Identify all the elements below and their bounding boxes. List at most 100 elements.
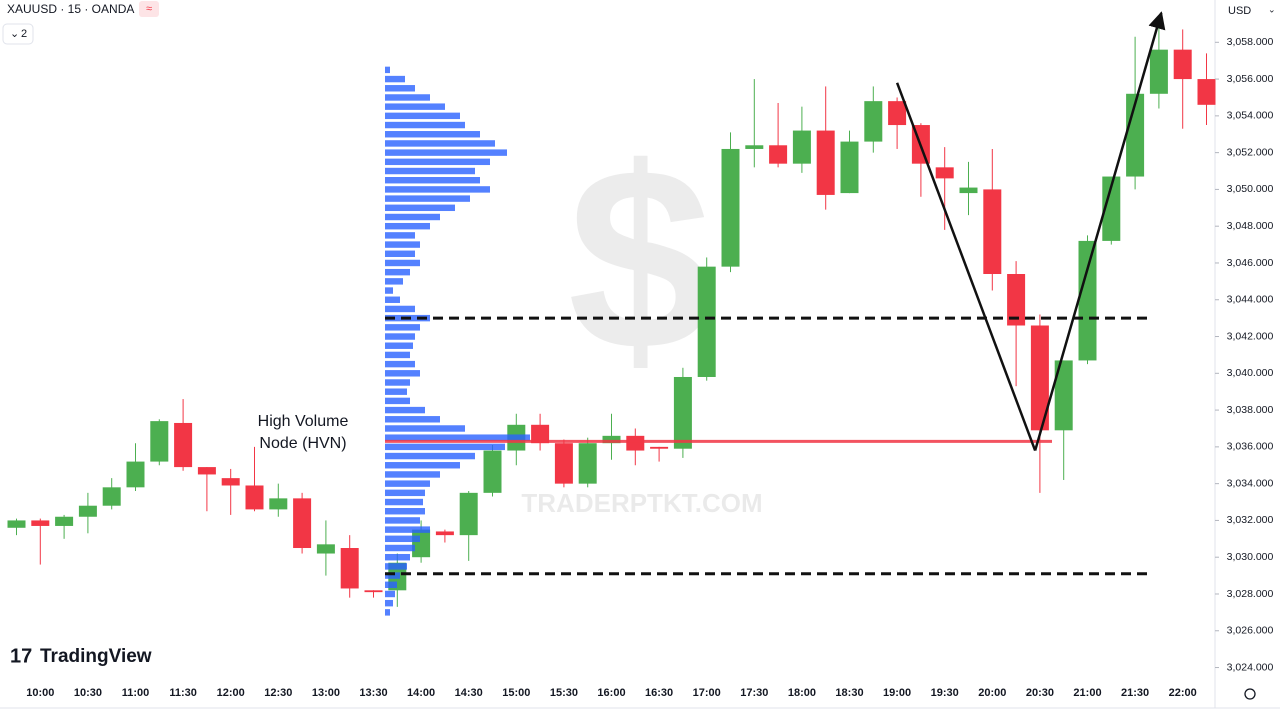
profile-bar <box>385 158 490 166</box>
profile-bar <box>385 149 507 156</box>
watermark-dollar: $ <box>568 115 713 405</box>
profile-bar <box>385 204 455 212</box>
candle-body <box>412 529 431 558</box>
candle-body <box>1102 176 1121 241</box>
profile-bar <box>385 342 413 349</box>
y-tick-label: 3,054.000 <box>1227 110 1274 122</box>
y-tick-label: 3,034.000 <box>1227 477 1274 489</box>
candle-body <box>1126 93 1145 177</box>
x-tick-label: 16:00 <box>597 687 625 699</box>
y-tick-label: 3,038.000 <box>1227 404 1274 416</box>
candle-body <box>197 467 216 475</box>
profile-bar <box>385 572 400 579</box>
x-tick-label: 19:30 <box>931 687 959 699</box>
y-tick-label: 3,036.000 <box>1227 441 1274 453</box>
settings-icon[interactable] <box>1244 688 1256 700</box>
candle-body <box>221 478 240 486</box>
profile-bar <box>385 498 423 506</box>
indicator-toggle[interactable] <box>2 23 34 45</box>
y-tick-label: 3,056.000 <box>1227 73 1274 85</box>
candle-body <box>78 505 97 517</box>
y-tick-label: 3,040.000 <box>1227 367 1274 379</box>
profile-bar <box>385 406 425 414</box>
profile-bar <box>385 553 410 561</box>
profile-bar <box>385 544 415 552</box>
profile-bar <box>385 186 490 193</box>
candle-body <box>55 516 74 526</box>
x-tick-label: 19:00 <box>883 687 911 699</box>
profile-bar <box>385 351 410 359</box>
candle-body <box>126 461 145 488</box>
profile-bar <box>385 305 415 313</box>
x-tick-label: 17:30 <box>740 687 768 699</box>
x-tick-label: 18:00 <box>788 687 816 699</box>
profile-bar <box>385 268 410 276</box>
profile-bar <box>385 195 470 202</box>
profile-bar <box>385 590 395 598</box>
candle-body <box>531 424 550 444</box>
profile-layer <box>385 66 530 616</box>
profile-bar <box>385 388 407 395</box>
currency-caret: ⌄ <box>1268 4 1276 14</box>
profile-bar <box>385 121 465 129</box>
profile-bar <box>385 131 480 138</box>
candle-body <box>174 422 193 468</box>
candle-body <box>602 435 621 444</box>
profile-bar <box>385 296 400 303</box>
candle-body <box>435 531 454 536</box>
x-tick-label: 15:00 <box>502 687 530 699</box>
candle-body <box>483 450 502 493</box>
trend-arrow <box>895 82 1037 451</box>
x-tick-label: 15:30 <box>550 687 578 699</box>
x-tick-label: 13:00 <box>312 687 340 699</box>
profile-bar <box>385 287 393 294</box>
x-tick-label: 18:30 <box>835 687 863 699</box>
profile-bar <box>385 333 415 340</box>
x-tick-label: 12:00 <box>217 687 245 699</box>
symbol-title: XAUUSD · 15 · OANDA <box>7 2 134 16</box>
profile-bar <box>385 599 393 607</box>
badge-icon: ≈ <box>146 3 152 15</box>
profile-bar <box>385 563 407 570</box>
profile-bar <box>385 535 420 543</box>
profile-bar <box>385 397 410 405</box>
trend-arrow <box>1033 11 1166 451</box>
watermark-icon: $ <box>568 115 713 405</box>
x-tick-label: 10:00 <box>26 687 54 699</box>
profile-bar <box>385 103 445 110</box>
profile-bar <box>385 480 430 487</box>
levels-layer <box>385 11 1166 576</box>
currency-selector[interactable] <box>1220 1 1276 21</box>
profile-bar <box>385 85 415 92</box>
candle-body <box>1007 274 1026 326</box>
profile-bar <box>385 232 415 239</box>
y-tick-label: 3,032.000 <box>1227 514 1274 526</box>
profile-bar <box>385 213 440 221</box>
candle-body <box>816 130 835 195</box>
y-tick-label: 3,058.000 <box>1227 36 1274 48</box>
candle-body <box>578 443 597 484</box>
candle-body <box>102 487 121 506</box>
x-tick-label: 21:00 <box>1073 687 1101 699</box>
y-tick-label: 3,042.000 <box>1227 330 1274 342</box>
profile-bar <box>385 489 425 497</box>
axes-layer: 3,024.000 3,026.000 3,028.000 3,030.000 3,03… <box>26 36 1273 699</box>
x-tick-label: 11:30 <box>169 687 197 699</box>
candle-body <box>554 443 573 484</box>
candle-body <box>269 498 288 510</box>
y-tick-label: 3,026.000 <box>1227 625 1274 637</box>
profile-bar <box>385 443 505 451</box>
symbol-badge[interactable] <box>139 1 159 17</box>
candle-body <box>792 130 811 164</box>
candle-body <box>888 101 907 126</box>
candle-body <box>626 435 645 451</box>
profile-bar <box>385 517 420 524</box>
x-tick-label: 17:00 <box>693 687 721 699</box>
y-tick-label: 3,030.000 <box>1227 551 1274 563</box>
annotation-line: Node (HVN) <box>259 435 346 452</box>
profile-bar <box>385 425 465 432</box>
indicator-count: 2 <box>21 28 27 40</box>
candle-body <box>721 148 740 267</box>
